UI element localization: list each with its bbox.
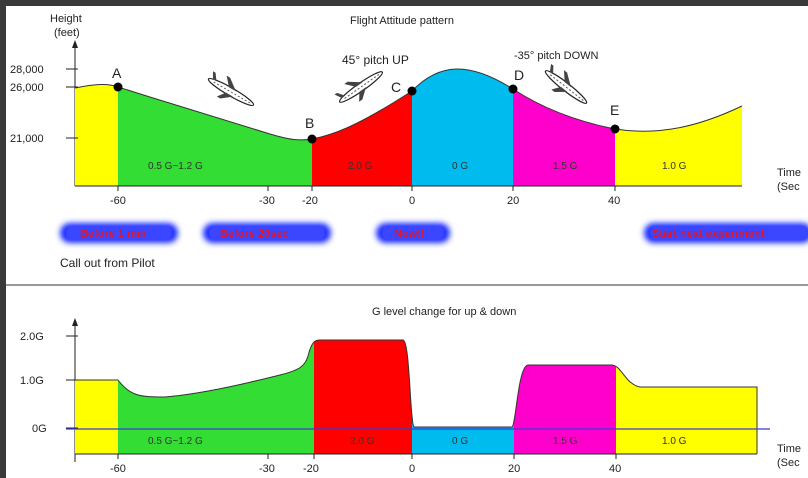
callout-pill-3: Start next experiment: [644, 223, 808, 243]
top-y-axis-arrow: [72, 40, 78, 48]
callout-pill-1: Before 20sec: [203, 223, 331, 243]
bottom-zone-label-2: 2.0 G: [350, 436, 375, 447]
top-zone-3: [412, 68, 513, 186]
top-x-tick-1: -30: [259, 195, 275, 207]
aircraft-icon-1: [207, 71, 255, 107]
point-d-marker: [508, 84, 518, 94]
top-zone-label-1: 0.5 G~1.2 G: [148, 161, 203, 172]
top-y-label-1: Height: [50, 13, 82, 25]
top-y-label-2: (feet): [54, 27, 80, 39]
point-e-label: E: [610, 102, 619, 118]
point-a-marker: [113, 82, 123, 92]
bottom-x-label-1: Time: [777, 443, 801, 455]
bottom-x-tick-2: -20: [303, 463, 319, 475]
bottom-y-tick-0: 2.0G: [20, 331, 44, 343]
bottom-y-axis-arrow: [72, 318, 78, 326]
bottom-zone-0: [75, 340, 118, 454]
top-zone-label-5: 1.0 G: [662, 161, 687, 172]
bottom-chart-title: G level change for up & down: [372, 306, 516, 318]
top-x-label-1: Time: [777, 167, 801, 179]
point-a-label: A: [112, 65, 122, 81]
bottom-zone-label-3: 0 G: [452, 436, 468, 447]
bottom-zone-label-1: 0.5 G~1.2 G: [148, 436, 203, 447]
point-b-marker: [307, 134, 317, 144]
bottom-x-tick-1: -30: [259, 463, 275, 475]
top-y-tick-1: 26,000: [10, 82, 44, 94]
top-zone-0: [75, 68, 118, 186]
bottom-y-tick-2: 0G: [32, 423, 47, 435]
bottom-x-tick-4: 20: [508, 463, 520, 475]
point-c-marker: [407, 86, 417, 96]
bottom-x-ticks: [117, 454, 617, 459]
top-zone-label-3: 0 G: [452, 161, 468, 172]
top-y-tick-0: 28,000: [10, 64, 44, 76]
top-x-tick-0: -60: [110, 195, 126, 207]
bottom-x-tick-5: 40: [609, 463, 621, 475]
bottom-x-label-2: (Sec: [777, 457, 800, 469]
bottom-x-tick-0: -60: [110, 463, 126, 475]
top-y-tick-2: 21,000: [10, 133, 44, 145]
pitch-up-annotation: 45° pitch UP: [342, 53, 409, 67]
bottom-zone-label-4: 1.5 G: [553, 436, 578, 447]
callout-pill-2: Now!!: [376, 223, 450, 243]
bottom-x-tick-3: 0: [409, 463, 415, 475]
bottom-zone-2: [314, 340, 412, 454]
top-x-label-2: (Sec: [777, 181, 800, 193]
point-e-marker: [610, 124, 620, 134]
bottom-zone-label-5: 1.0 G: [662, 436, 687, 447]
top-x-ticks: [117, 186, 616, 191]
callout-pill-3-label: Start next experiment: [652, 228, 765, 240]
top-x-tick-2: -20: [302, 195, 318, 207]
point-d-label: D: [514, 67, 524, 83]
diagram-panel: Flight Attitude pattern Height (feet) 28…: [6, 6, 808, 478]
top-zone-label-2: 2.0 G: [348, 161, 373, 172]
point-b-label: B: [305, 115, 314, 131]
bottom-zone-3: [412, 340, 514, 454]
callout-caption: Call out from Pilot: [60, 256, 155, 270]
callout-pill-2-label: Now!!: [394, 228, 425, 240]
callout-pill-1-label: Before 20sec: [220, 228, 289, 240]
point-c-label: C: [391, 79, 401, 95]
top-chart-title: Flight Attitude pattern: [350, 15, 454, 27]
aircraft-icon-2: [334, 71, 384, 103]
callout-pill-0: Before 1 min: [60, 223, 178, 243]
callout-pill-0-label: Before 1 min: [80, 228, 147, 240]
bottom-zone-4: [514, 340, 616, 454]
top-x-tick-3: 0: [409, 195, 415, 207]
g-level-line: [75, 339, 758, 454]
top-x-tick-5: 40: [608, 195, 620, 207]
aircraft-icon-3: [544, 63, 588, 104]
flight-diagram: Flight Attitude pattern Height (feet) 28…: [6, 13, 808, 475]
bottom-y-tick-1: 1.0G: [20, 375, 44, 387]
top-x-tick-4: 20: [507, 195, 519, 207]
top-zone-label-4: 1.5 G: [553, 161, 578, 172]
pitch-down-annotation: -35° pitch DOWN: [514, 50, 599, 62]
bottom-zone-1: [118, 340, 314, 454]
